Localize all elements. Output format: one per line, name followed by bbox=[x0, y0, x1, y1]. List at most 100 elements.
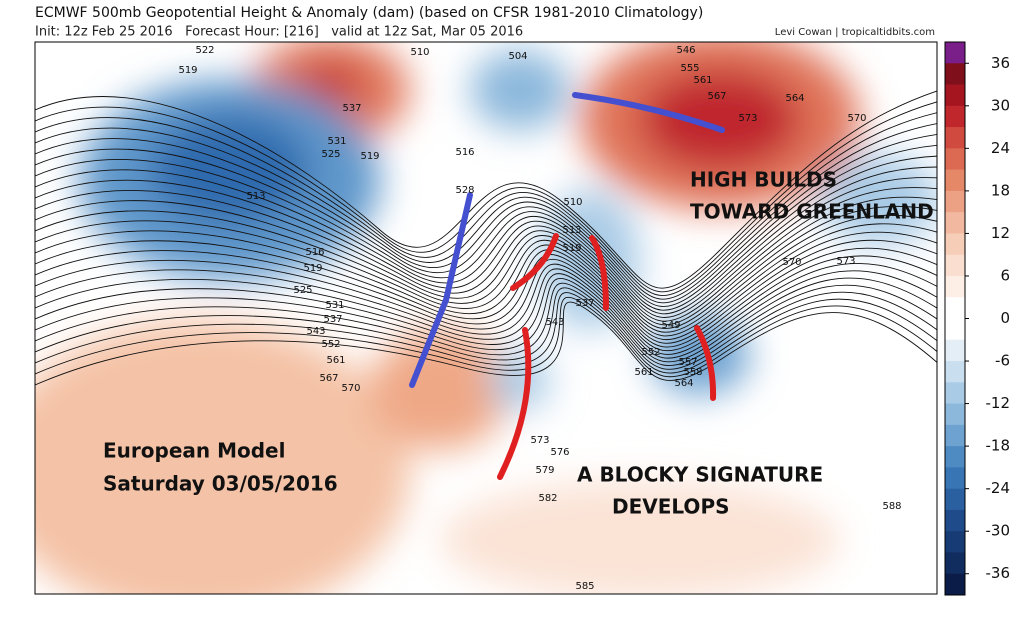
contour-label: 528 bbox=[455, 185, 474, 196]
contour-label: 570 bbox=[782, 257, 801, 268]
contour-line bbox=[35, 112, 937, 296]
contour-line bbox=[35, 292, 937, 374]
contour-label: 557 bbox=[678, 357, 697, 368]
contour-line bbox=[35, 262, 937, 355]
colorbar-bin bbox=[945, 297, 965, 319]
colorbar-bin bbox=[945, 212, 965, 234]
colorbar-bin bbox=[945, 509, 965, 532]
colorbar-bin bbox=[945, 467, 965, 490]
red-line bbox=[510, 233, 559, 291]
contour-label: 537 bbox=[323, 314, 342, 325]
contour-label: 561 bbox=[634, 367, 653, 378]
colorbar-bin bbox=[945, 254, 965, 277]
annotation: TOWARD GREENLAND bbox=[690, 200, 934, 224]
blue-ridge-line bbox=[572, 92, 725, 133]
contour-line bbox=[35, 214, 937, 333]
colorbar-bin bbox=[945, 446, 965, 468]
colorbar-bin bbox=[945, 275, 965, 298]
contour-label: 531 bbox=[325, 300, 344, 311]
blue-trough-line bbox=[409, 192, 473, 388]
contour-label: 513 bbox=[246, 191, 265, 202]
contour-label: 582 bbox=[538, 493, 557, 504]
annotation: European Model bbox=[103, 439, 285, 463]
colorbar-bin bbox=[945, 531, 965, 553]
colorbar-bin bbox=[945, 552, 965, 575]
contour-label: 525 bbox=[293, 285, 312, 296]
contour-label: 537 bbox=[342, 103, 361, 114]
red-line bbox=[694, 325, 717, 401]
contour-label: 543 bbox=[306, 326, 325, 337]
contour-line bbox=[35, 187, 937, 322]
colorbar-bin bbox=[945, 233, 965, 256]
colorbar: 36 30 24 18 12 6 0 -6 -12 -18 -24 -30 -36 bbox=[944, 41, 1011, 596]
contour-label: 561 bbox=[326, 355, 345, 366]
contour-label: 567 bbox=[319, 373, 338, 384]
contour-line bbox=[35, 90, 937, 289]
colorbar-bin bbox=[945, 190, 965, 213]
colorbar-bin bbox=[945, 318, 965, 341]
map-frame bbox=[34, 41, 938, 595]
colorbar-bin bbox=[945, 382, 965, 405]
colorbar-tick-label: -36 bbox=[986, 564, 1011, 582]
colorbar-tick-label: -30 bbox=[986, 522, 1011, 540]
colorbar-bin bbox=[945, 42, 965, 64]
anomaly-field bbox=[35, 42, 937, 594]
contour-label: 576 bbox=[550, 447, 569, 458]
contour-label: 537 bbox=[575, 298, 594, 309]
red-line bbox=[589, 235, 609, 311]
colorbar-tick-label: -6 bbox=[995, 352, 1010, 370]
contour-line bbox=[35, 123, 937, 300]
annotation: A BLOCKY SIGNATURE bbox=[577, 463, 823, 487]
colorbar-tick-label: 6 bbox=[1000, 266, 1010, 284]
colorbar-tick-label: -18 bbox=[986, 437, 1011, 455]
annotation: DEVELOPS bbox=[612, 495, 730, 519]
contour-label: 573 bbox=[836, 256, 855, 267]
subtitle: Init: 12z Feb 25 2016 Forecast Hour: [21… bbox=[35, 25, 523, 40]
colorbar-bin bbox=[945, 403, 965, 426]
contour-line bbox=[35, 287, 937, 370]
drawn-lines bbox=[409, 92, 725, 480]
contour-label: 570 bbox=[341, 383, 360, 394]
contour-label: 573 bbox=[738, 113, 757, 124]
contour-label: 513 bbox=[562, 225, 581, 236]
colorbar-bin bbox=[945, 573, 965, 596]
contour-label: 564 bbox=[785, 93, 804, 104]
contour-line bbox=[35, 296, 937, 377]
contour-label: 510 bbox=[410, 47, 429, 58]
contour-line bbox=[35, 155, 937, 311]
colorbar-bin bbox=[945, 488, 965, 511]
contour-label: 588 bbox=[882, 501, 901, 512]
contour-label: 552 bbox=[321, 339, 340, 350]
colorbar-bin bbox=[945, 127, 965, 149]
contour-label: 552 bbox=[641, 347, 660, 358]
contour-label: 573 bbox=[530, 435, 549, 446]
contour-label: 504 bbox=[508, 51, 527, 62]
colorbar-bin bbox=[945, 424, 965, 447]
colorbar-tick-label: -24 bbox=[986, 479, 1011, 497]
contour-line bbox=[35, 239, 937, 344]
colorbar-bin bbox=[945, 148, 965, 171]
colorbar-bin bbox=[945, 84, 965, 107]
contour-label: 531 bbox=[327, 136, 346, 147]
colorbar-tick-label: -12 bbox=[986, 394, 1011, 412]
contour-label: 567 bbox=[707, 91, 726, 102]
colorbar-bin bbox=[945, 169, 965, 192]
contour-line bbox=[35, 144, 937, 307]
contour-line bbox=[35, 301, 937, 386]
colorbar-tick-label: 24 bbox=[991, 139, 1010, 157]
contour-label: 519 bbox=[360, 151, 379, 162]
contour-label: 555 bbox=[680, 63, 699, 74]
colorbar-tick-label: 0 bbox=[1000, 309, 1010, 327]
colorbar-tick-label: 12 bbox=[991, 224, 1010, 242]
colorbar-bin bbox=[945, 105, 965, 128]
colorbar-bin bbox=[945, 339, 965, 362]
contour-label: 543 bbox=[545, 317, 564, 328]
contour-line bbox=[35, 277, 937, 363]
contour-label: 564 bbox=[674, 378, 693, 389]
contour-line bbox=[35, 196, 937, 326]
colorbar-tick-label: 18 bbox=[991, 181, 1010, 199]
title: ECMWF 500mb Geopotential Height & Anomal… bbox=[35, 5, 703, 21]
